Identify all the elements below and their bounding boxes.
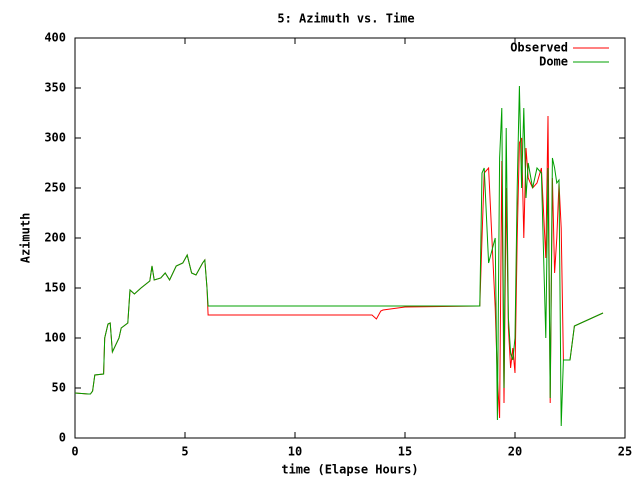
y-tick-label: 0 [59,431,66,445]
y-tick-label: 350 [44,81,66,95]
x-tick-label: 5 [181,445,188,459]
y-tick-label: 400 [44,31,66,45]
data-line [74,85,604,427]
y-tick-label: 300 [44,131,66,145]
x-tick-label: 25 [618,445,632,459]
y-tick-label: 150 [44,281,66,295]
y-axis-label: Azimuth [19,213,33,264]
y-tick-label: 250 [44,181,66,195]
y-tick-label: 50 [52,381,66,395]
legend-label: Observed [510,41,568,55]
y-tick-label: 200 [44,231,66,245]
x-tick-label: 15 [398,445,412,459]
x-tick-label: 10 [288,445,302,459]
x-axis-label: time (Elapse Hours) [281,463,418,477]
x-tick-label: 0 [71,445,78,459]
x-tick-label: 20 [508,445,522,459]
y-tick-label: 100 [44,331,66,345]
legend-label: Dome [539,55,568,69]
chart-title: 5: Azimuth vs. Time [277,12,414,26]
